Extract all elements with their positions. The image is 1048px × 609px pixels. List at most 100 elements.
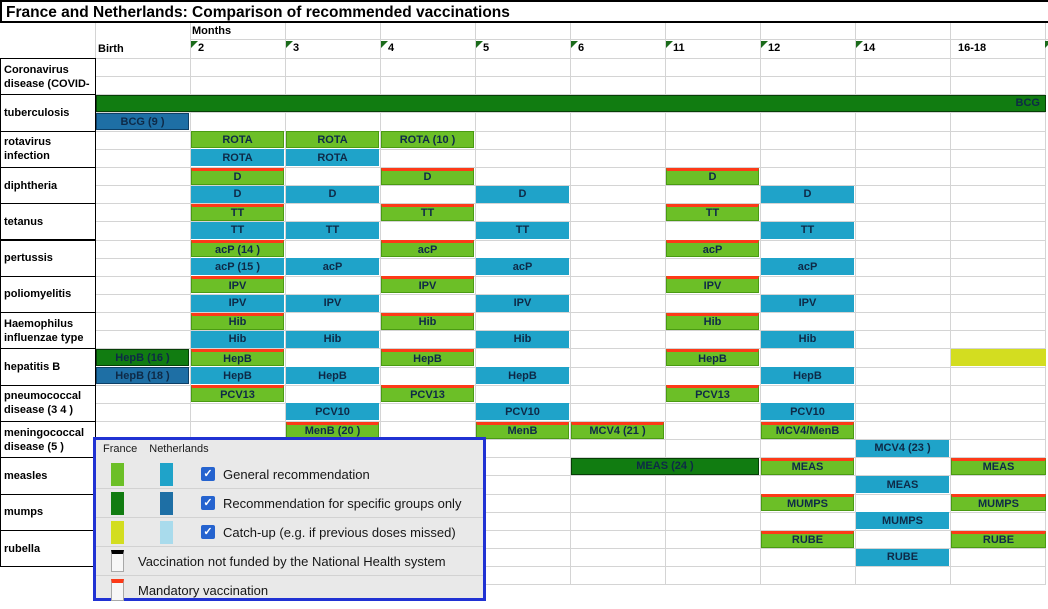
grid-hline bbox=[96, 366, 1046, 368]
month-header-cell[interactable]: 2 bbox=[190, 40, 285, 58]
grid-vline bbox=[570, 22, 571, 584]
disease-label: mumps bbox=[0, 493, 96, 531]
vaccine-bar-netherlands: PCV10 bbox=[761, 403, 854, 421]
grid-vline bbox=[760, 22, 761, 584]
vaccine-bar-netherlands: D bbox=[286, 185, 379, 203]
months-header-label: Months bbox=[192, 25, 232, 37]
vaccine-bar-netherlands: MUMPS bbox=[856, 512, 949, 530]
grid-hline bbox=[96, 584, 1046, 586]
birth-column-header: Birth bbox=[98, 43, 124, 55]
month-label: 16-18 bbox=[958, 42, 987, 54]
grid-hline bbox=[96, 166, 1046, 168]
vaccine-bar-netherlands: acP bbox=[286, 258, 379, 276]
disease-label-line: pertussis bbox=[4, 252, 53, 265]
vaccine-bar-france: ROTA (10 ) bbox=[381, 131, 474, 149]
disease-label-line: infection bbox=[4, 150, 50, 163]
legend: France Netherlands ✓ General recommendatio… bbox=[93, 437, 486, 601]
legend-label: Vaccination not funded by the National H… bbox=[138, 553, 446, 569]
grid-vline bbox=[380, 22, 381, 584]
disease-label-line: Haemophilus bbox=[4, 317, 74, 330]
grid-hline bbox=[96, 112, 1046, 114]
vaccine-bar-france: MEAS (24 ) bbox=[571, 457, 759, 475]
month-header-cell[interactable]: 12 bbox=[760, 40, 855, 58]
grid-hline bbox=[96, 330, 1046, 332]
vaccine-bar-france: Hib bbox=[381, 312, 474, 330]
vaccine-bar-france: PCV13 bbox=[666, 385, 759, 403]
checkbox[interactable]: ✓ bbox=[201, 467, 215, 481]
vaccine-bar-netherlands: D bbox=[191, 185, 284, 203]
grid-vline bbox=[665, 22, 666, 584]
vaccine-bar-netherlands: HepB bbox=[191, 367, 284, 385]
vaccine-bar-france: IPV bbox=[191, 276, 284, 294]
disease-label-line: meningococcal bbox=[4, 426, 85, 439]
disease-label: rubella bbox=[0, 529, 96, 568]
month-label: 14 bbox=[863, 42, 876, 54]
disease-label: measles bbox=[0, 457, 96, 495]
grid-hline bbox=[96, 257, 1046, 259]
grid-hline bbox=[96, 493, 1046, 495]
grid-hline bbox=[96, 475, 1046, 477]
grid-hline bbox=[96, 529, 1046, 531]
vaccine-bar-netherlands: IPV bbox=[286, 294, 379, 312]
grid-vline bbox=[190, 22, 191, 584]
vaccine-bar-netherlands: TT bbox=[476, 221, 569, 239]
disease-label-line: rotavirus bbox=[4, 136, 52, 149]
month-header-cell[interactable]: 4 bbox=[380, 40, 475, 58]
legend-label: Catch-up (e.g. if previous doses missed) bbox=[223, 524, 456, 540]
vaccine-bar-netherlands: Hib bbox=[476, 330, 569, 348]
vaccine-bar-france: Hib bbox=[191, 312, 284, 330]
month-label: 4 bbox=[388, 42, 395, 54]
disease-label-line: poliomyelitis bbox=[4, 288, 72, 301]
vaccine-bar-france: MenB bbox=[476, 421, 569, 439]
disease-label: tuberculosis bbox=[0, 94, 96, 132]
grid-vline bbox=[855, 22, 856, 584]
vaccine-bar-france: MEAS bbox=[761, 457, 854, 475]
mandatory-swatch bbox=[111, 579, 124, 601]
grid-vline bbox=[285, 22, 286, 584]
comment-marker-icon bbox=[381, 41, 388, 48]
vaccine-bar-france: RUBE bbox=[951, 530, 1046, 548]
month-header-cell[interactable]: 6 bbox=[570, 40, 665, 58]
vaccine-bar-netherlands: PCV10 bbox=[286, 403, 379, 421]
grid-hline bbox=[96, 275, 1046, 277]
vaccine-bar-france: HepB bbox=[191, 349, 284, 366]
vaccine-bar-netherlands: BCG (9 ) bbox=[96, 113, 189, 131]
grid-hline bbox=[96, 566, 1046, 568]
vaccine-bar-netherlands: ROTA bbox=[191, 149, 284, 167]
grid-hline bbox=[96, 203, 1046, 205]
vaccine-bar-france: PCV13 bbox=[381, 385, 474, 403]
grid-hline bbox=[96, 94, 1046, 96]
netherlands-swatch bbox=[160, 491, 173, 515]
vaccine-bar-netherlands: HepB bbox=[476, 367, 569, 385]
vaccine-bar-france: D bbox=[666, 167, 759, 185]
month-label: 12 bbox=[768, 42, 781, 54]
disease-label: pneumococcal disease (3 4 ) bbox=[0, 384, 96, 422]
month-header-cell[interactable]: 14 bbox=[855, 40, 950, 58]
disease-label: rotavirus infection bbox=[0, 130, 96, 168]
disease-label-line: tuberculosis bbox=[4, 106, 70, 119]
comment-marker-icon bbox=[571, 41, 578, 48]
vaccine-bar-france: IPV bbox=[381, 276, 474, 294]
disease-label-line: disease (5 ) bbox=[4, 440, 64, 453]
month-header-cell[interactable]: 11 bbox=[665, 40, 760, 58]
vaccine-bar-france: ROTA bbox=[191, 131, 284, 149]
month-header-cell[interactable]: 3 bbox=[285, 40, 380, 58]
disease-label: hepatitis B bbox=[0, 348, 96, 386]
disease-label-line: rubella bbox=[4, 542, 41, 555]
month-label: 6 bbox=[578, 42, 585, 54]
month-header-cell[interactable]: 16-18 bbox=[950, 40, 1045, 58]
vaccine-bar-netherlands: acP (15 ) bbox=[191, 258, 284, 276]
comment-marker-icon bbox=[476, 41, 483, 48]
checkbox[interactable]: ✓ bbox=[201, 525, 215, 539]
legend-label: General recommendation bbox=[223, 466, 370, 482]
netherlands-swatch bbox=[160, 520, 173, 544]
comment-marker-icon bbox=[666, 41, 673, 48]
vaccine-bar-netherlands: TT bbox=[761, 221, 854, 239]
checkbox[interactable]: ✓ bbox=[201, 496, 215, 510]
disease-label: tetanus bbox=[0, 203, 96, 241]
vaccine-bar-france: acP (14 ) bbox=[191, 240, 284, 258]
vaccine-bar-france: MCV4 (21 ) bbox=[571, 421, 664, 439]
grid-hline bbox=[96, 130, 1046, 132]
grid-hline bbox=[96, 239, 1046, 241]
month-header-cell[interactable]: 5 bbox=[475, 40, 570, 58]
